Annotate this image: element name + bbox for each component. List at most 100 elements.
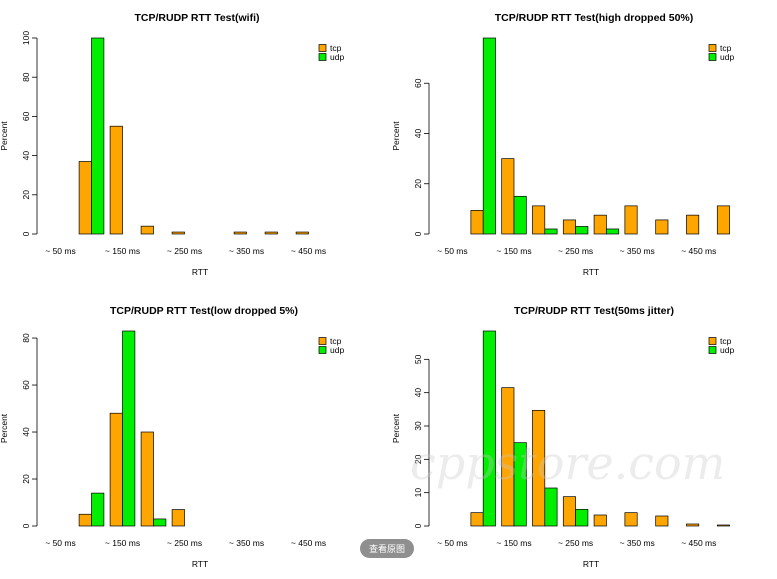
bar-tcp [78, 513, 92, 527]
y-tick-label: 60 [413, 78, 423, 88]
bar-udp [513, 442, 527, 527]
y-tick-label: 0 [413, 231, 423, 236]
bar-tcp [716, 524, 730, 527]
y-axis-label: Percent [391, 121, 401, 151]
bar-tcp [686, 523, 700, 527]
bar-tcp [78, 161, 92, 235]
bar-tcp [140, 225, 154, 235]
legend-label-tcp: tcp [330, 43, 342, 53]
x-tick-label: ~ 250 ms [558, 538, 593, 548]
bar-udp [575, 508, 589, 527]
bar-udp [544, 487, 558, 527]
chart-panel-1: TCP/RUDP RTT Test(wifi) 0 20 40 60 80 100 Perce… [0, 12, 344, 277]
bar-tcp [624, 205, 638, 235]
chart-title: TCP/RUDP RTT Test(wifi) [134, 12, 259, 24]
y-tick-label: 40 [413, 128, 423, 138]
bar-tcp [470, 512, 484, 527]
y-tick-label: 50 [413, 354, 423, 364]
y-axis-label: Percent [0, 413, 9, 443]
legend-swatch-udp [708, 346, 717, 354]
legend-label-udp: udp [720, 52, 734, 62]
x-tick-label: ~ 50 ms [45, 246, 75, 256]
x-tick-label: ~ 50 ms [45, 538, 75, 548]
y-tick-label: 20 [21, 190, 31, 200]
legend-label-udp: udp [330, 345, 344, 355]
bar-tcp [501, 158, 515, 235]
y-tick-label: 30 [413, 421, 423, 431]
legend-label-tcp: tcp [330, 336, 342, 346]
bar-tcp [655, 515, 669, 527]
x-tick-label: ~ 350 ms [620, 246, 655, 256]
bar-udp [544, 228, 558, 235]
x-tick-label: ~ 50 ms [437, 538, 467, 548]
x-tick-label: ~ 50 ms [437, 246, 467, 256]
bar-tcp [532, 409, 546, 527]
y-tick-label: 60 [21, 380, 31, 390]
legend-swatch-udp [708, 53, 717, 61]
x-tick-label: ~ 450 ms [291, 538, 326, 548]
legend-swatch-udp [318, 346, 327, 354]
legend-swatch-tcp [708, 44, 717, 52]
bar-tcp [470, 210, 484, 235]
bar-tcp [109, 412, 123, 527]
x-tick-label: ~ 150 ms [496, 246, 531, 256]
legend-swatch-tcp [318, 44, 327, 52]
bar-udp [482, 37, 496, 235]
x-tick-label: ~ 250 ms [558, 246, 593, 256]
y-axis-label: Percent [391, 413, 401, 443]
bar-udp [606, 228, 620, 235]
legend-swatch-tcp [708, 337, 717, 345]
bar-udp [91, 492, 105, 527]
bar-tcp [264, 231, 278, 235]
bar-tcp [593, 214, 607, 235]
bar-udp [575, 226, 589, 235]
bar-udp [91, 37, 105, 235]
x-tick-label: ~ 450 ms [681, 246, 716, 256]
bar-tcp [593, 514, 607, 527]
y-tick-label: 40 [21, 151, 31, 161]
bar-tcp [233, 231, 247, 235]
bar-tcp [171, 231, 185, 235]
y-tick-label: 100 [21, 31, 31, 45]
x-tick-label: ~ 250 ms [167, 246, 202, 256]
bar-tcp [171, 509, 185, 527]
x-axis-label: RTT [192, 267, 208, 277]
bar-tcp [501, 387, 515, 527]
bar-udp [482, 330, 496, 527]
y-tick-label: 0 [21, 231, 31, 236]
bar-udp [513, 195, 527, 235]
y-tick-label: 20 [21, 474, 31, 484]
bar-tcp [562, 219, 576, 235]
chart-title: TCP/RUDP RTT Test(50ms jitter) [514, 305, 674, 317]
x-tick-label: ~ 350 ms [620, 538, 655, 548]
bar-tcp [295, 231, 309, 235]
y-tick-label: 80 [21, 72, 31, 82]
chart-title: TCP/RUDP RTT Test(high dropped 50%) [495, 12, 694, 24]
x-tick-label: ~ 350 ms [229, 246, 264, 256]
view-original-button[interactable]: 查看原图 [360, 539, 414, 558]
bar-udp [153, 518, 167, 527]
legend-label-udp: udp [720, 345, 734, 355]
legend-swatch-tcp [318, 337, 327, 345]
bar-tcp [109, 125, 123, 235]
chart-panel-3: TCP/RUDP RTT Test(low dropped 5%) 0 20 40 60… [0, 305, 344, 569]
x-tick-label: ~ 450 ms [681, 538, 716, 548]
bar-tcp [562, 496, 576, 527]
chart-panel-2: TCP/RUDP RTT Test(high dropped 50%) 0 20 40… [391, 12, 734, 277]
bar-tcp [655, 219, 669, 235]
legend-swatch-udp [318, 53, 327, 61]
y-tick-label: 0 [21, 523, 31, 528]
y-tick-label: 40 [21, 427, 31, 437]
legend-label-tcp: tcp [720, 336, 732, 346]
bar-tcp [686, 214, 700, 235]
x-tick-label: ~ 450 ms [291, 246, 326, 256]
y-tick-label: 80 [21, 333, 31, 343]
x-tick-label: ~ 350 ms [229, 538, 264, 548]
y-tick-label: 0 [413, 523, 423, 528]
x-axis-label: RTT [192, 559, 208, 569]
x-axis-label: RTT [583, 559, 599, 569]
x-tick-label: ~ 150 ms [105, 538, 140, 548]
chart-panel-4: TCP/RUDP RTT Test(50ms jitter) 0 10 20 30 40 5… [391, 305, 734, 569]
y-tick-label: 40 [413, 388, 423, 398]
